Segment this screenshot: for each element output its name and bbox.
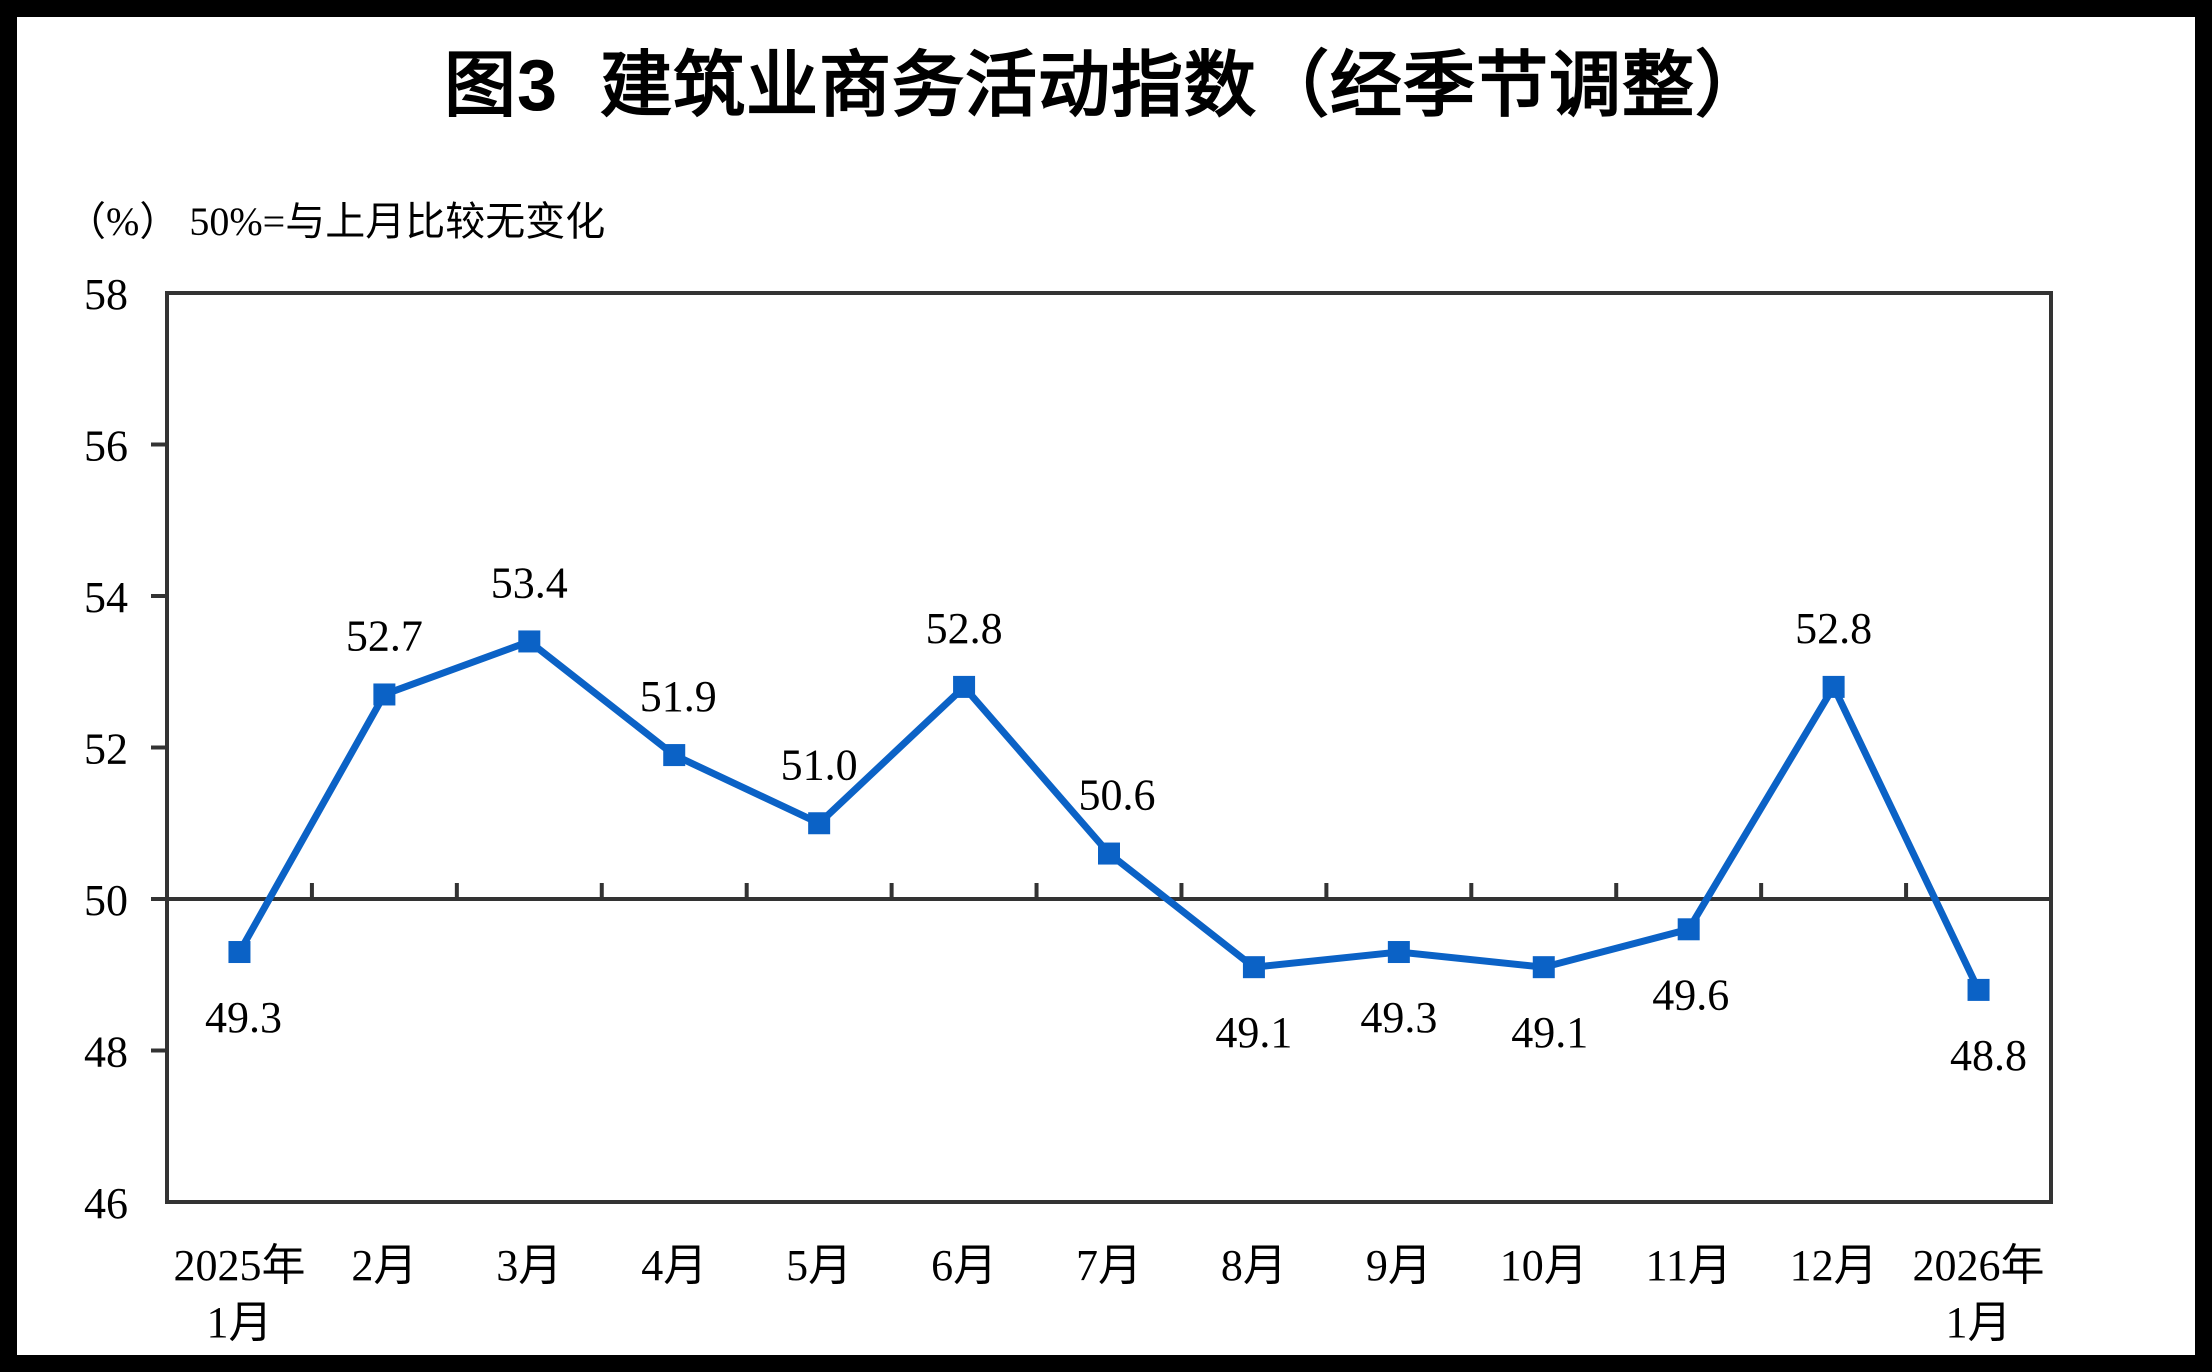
x-axis-tick-label: 1月 [1946,1298,2012,1347]
y-axis-tick-label: 54 [84,573,128,622]
axis-unit-note: （%） 50%=与上月比较无变化 [66,199,606,244]
x-axis-tick-label: 2026年 [1913,1241,2045,1290]
data-point-marker [1967,978,1990,1001]
x-axis-tick-label: 6月 [931,1241,997,1290]
x-axis-tick-label: 9月 [1366,1241,1432,1290]
x-axis-tick-label: 10月 [1500,1241,1588,1290]
data-point-label: 49.3 [1360,993,1437,1042]
x-axis-tick-label: 3月 [496,1241,562,1290]
data-point-marker [1677,918,1700,941]
data-point-marker [373,683,396,706]
data-point-marker [953,675,976,698]
data-point-label: 49.1 [1215,1008,1292,1057]
x-axis-tick-label: 2025年 [173,1241,305,1290]
data-point-label: 49.3 [205,993,282,1042]
x-axis-tick-label: 1月 [206,1298,272,1347]
y-axis-tick-label: 50 [84,876,128,925]
x-axis-tick-label: 11月 [1646,1241,1732,1290]
y-axis-tick-label: 46 [84,1179,128,1228]
data-point-marker [518,630,541,653]
plot-border [165,291,2053,1204]
y-axis-tick-label: 52 [84,725,128,774]
data-point-label: 52.8 [1795,604,1872,653]
y-axis-tick-label: 48 [84,1028,128,1077]
y-axis-tick-label: 58 [84,270,128,319]
data-point-label: 53.4 [491,558,568,607]
x-axis-tick-label: 12月 [1790,1241,1878,1290]
x-axis-tick-label: 4月 [641,1241,707,1290]
data-point-label: 50.6 [1079,771,1156,820]
x-axis-tick-label: 5月 [786,1241,852,1290]
x-axis-tick-label: 2月 [351,1241,417,1290]
data-point-marker [1822,675,1845,698]
x-axis-tick-label: 7月 [1076,1241,1142,1290]
data-point-label: 49.1 [1511,1008,1588,1057]
data-point-label: 51.9 [640,672,717,721]
data-point-label: 52.8 [926,604,1003,653]
data-point-label: 51.0 [781,740,858,789]
data-point-marker [1532,956,1555,979]
data-point-label: 49.6 [1652,970,1729,1019]
data-point-marker [1098,842,1120,865]
data-point-marker [1387,941,1410,964]
data-point-marker [808,812,831,835]
x-axis-tick-label: 8月 [1221,1241,1287,1290]
data-point-marker [663,744,686,767]
data-point-marker [228,941,251,964]
chart-title: 图3 建筑业商务活动指数（经季节调整） [443,46,1769,126]
data-point-marker [1242,956,1265,979]
y-axis-tick-label: 56 [84,422,128,471]
data-point-label: 52.7 [346,611,423,660]
data-point-label: 48.8 [1950,1031,2027,1080]
